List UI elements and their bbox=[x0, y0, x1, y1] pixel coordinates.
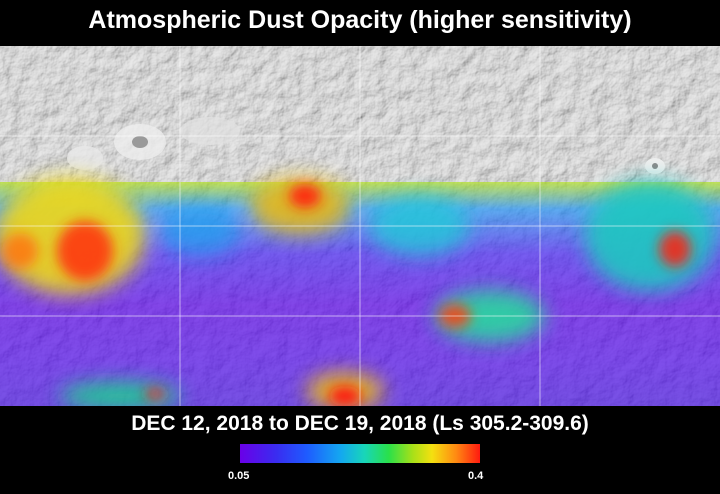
map-title: Atmospheric Dust Opacity (higher sensiti… bbox=[88, 6, 632, 34]
colorbar bbox=[240, 444, 480, 463]
colorbar-min-label: 0.05 bbox=[228, 470, 250, 482]
lat-lon-grid bbox=[0, 46, 720, 406]
dust-opacity-map bbox=[0, 46, 720, 406]
date-range-caption: DEC 12, 2018 to DEC 19, 2018 (Ls 305.2-3… bbox=[131, 412, 589, 435]
colorbar-max-label: 0.4 bbox=[468, 470, 484, 482]
